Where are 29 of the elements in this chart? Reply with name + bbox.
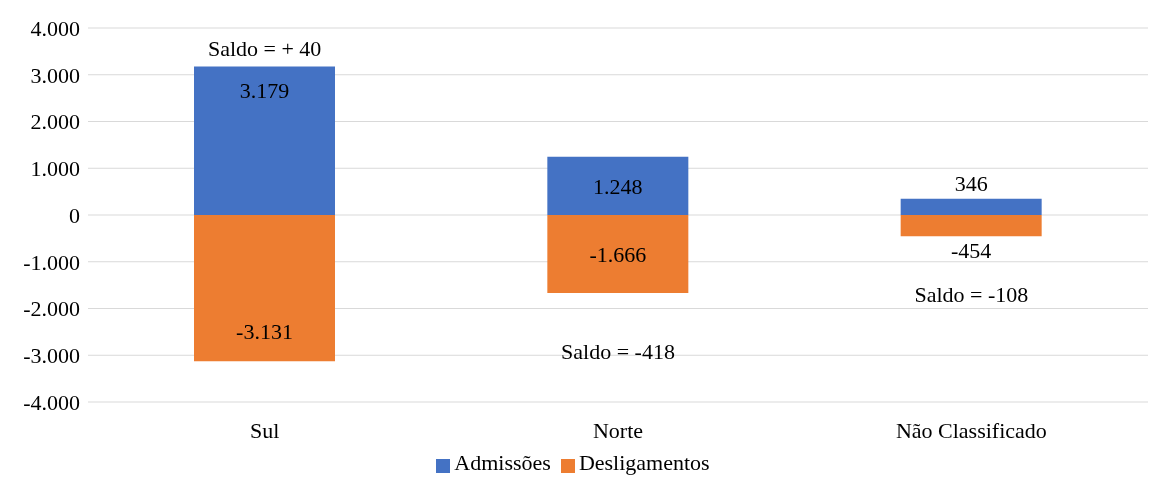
y-tick-label: -4.000 — [23, 389, 80, 415]
data-label: -3.131 — [236, 319, 293, 345]
y-tick-label: -1.000 — [23, 249, 80, 275]
x-tick-label: Não Classificado — [895, 417, 1047, 443]
y-tick-label: 2.000 — [30, 109, 80, 135]
annotation: Saldo = -418 — [561, 338, 675, 364]
y-tick-label: 1.000 — [30, 156, 80, 182]
bar — [547, 215, 689, 293]
y-tick-label: -2.000 — [23, 296, 80, 322]
x-tick-label: Sul — [249, 417, 280, 443]
legend-label: Admissões — [454, 450, 551, 475]
bar — [900, 198, 1042, 215]
data-label: 1.248 — [593, 173, 643, 199]
data-label: -454 — [951, 238, 992, 264]
y-tick-label: 3.000 — [30, 62, 80, 88]
bar — [194, 66, 335, 215]
data-label: 3.179 — [239, 78, 290, 104]
bar — [547, 156, 689, 215]
y-tick-label: -3.000 — [23, 343, 80, 369]
x-tick-label: Norte — [592, 417, 644, 443]
y-tick-label: 4.000 — [30, 15, 80, 41]
annotation: Saldo = + 40 — [207, 36, 322, 62]
bar — [194, 215, 335, 362]
data-label: 346 — [954, 170, 988, 196]
bar — [900, 215, 1042, 237]
annotation: Saldo = -108 — [914, 281, 1029, 307]
data-label: -1.666 — [589, 241, 647, 267]
legend-label: Desligamentos — [578, 450, 710, 475]
y-tick-label: 0 — [69, 202, 80, 228]
